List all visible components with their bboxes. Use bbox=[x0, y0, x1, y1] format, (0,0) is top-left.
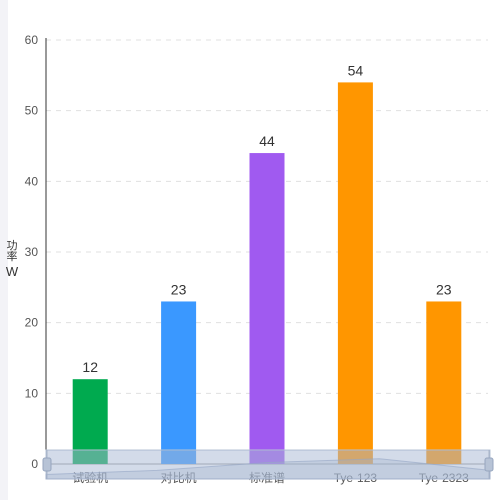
handle-grip[interactable] bbox=[42, 457, 52, 472]
handle-grip[interactable] bbox=[484, 457, 494, 472]
y-axis-title-char-1: 功 bbox=[7, 239, 18, 252]
bars bbox=[72, 82, 462, 465]
y-tick-label: 0 bbox=[31, 457, 38, 471]
y-tick-label: 30 bbox=[25, 245, 39, 259]
data-zoom-preview-area bbox=[45, 458, 491, 480]
data-zoom-selected-range[interactable] bbox=[46, 450, 490, 479]
y-tick-label: 60 bbox=[25, 33, 39, 47]
data-zoom-slider[interactable] bbox=[42, 449, 494, 480]
x-tick-labels: 试验机 对比机 标准谱 Tye-123 Tye-2323 bbox=[72, 470, 469, 485]
bar-value-label: 54 bbox=[348, 62, 364, 78]
x-tick-label: Tye-2323 bbox=[419, 471, 469, 485]
y-tick-label: 20 bbox=[25, 316, 39, 330]
bar[interactable] bbox=[426, 301, 462, 464]
y-tick-label: 10 bbox=[25, 386, 39, 400]
y-tick-label: 40 bbox=[25, 174, 39, 188]
x-tick-label: 对比机 bbox=[161, 471, 197, 485]
data-zoom-handle-right[interactable] bbox=[484, 450, 494, 479]
bar[interactable] bbox=[249, 153, 285, 465]
y-axis-title: 功 率 W bbox=[6, 239, 19, 279]
bar-value-label: 44 bbox=[259, 133, 275, 149]
bar-value-label: 23 bbox=[171, 281, 187, 297]
x-tick-label: 标准谱 bbox=[249, 471, 285, 485]
bar[interactable] bbox=[161, 301, 197, 464]
y-axis-unit: W bbox=[6, 264, 19, 279]
bar[interactable] bbox=[337, 82, 373, 465]
data-labels: 12 23 44 54 23 bbox=[82, 62, 451, 375]
bar-value-label: 12 bbox=[82, 359, 98, 375]
y-tick-label: 50 bbox=[25, 104, 39, 118]
y-tick-labels: 0 10 20 30 40 50 60 bbox=[25, 33, 39, 471]
x-tick-label: Tye-123 bbox=[334, 471, 378, 485]
data-zoom-handle-left[interactable] bbox=[42, 450, 52, 479]
x-tick-label: 试验机 bbox=[72, 470, 108, 485]
bar-value-label: 23 bbox=[436, 281, 452, 297]
y-axis-title-char-2: 率 bbox=[7, 249, 18, 263]
